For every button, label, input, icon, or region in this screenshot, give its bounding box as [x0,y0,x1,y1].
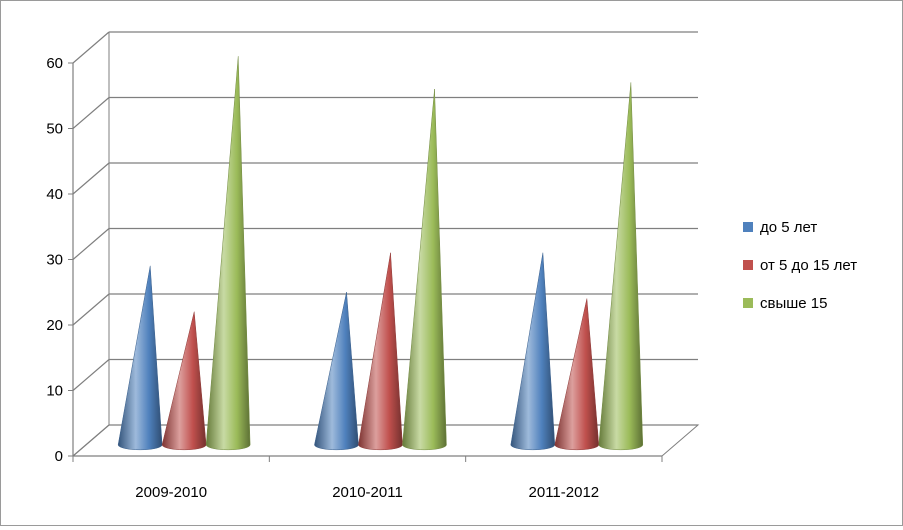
y-tick-label: 60 [46,55,63,72]
gridline-side [72,97,110,129]
cone-2-3 [554,298,600,451]
gridline-side [72,359,110,391]
cone-body [161,311,207,451]
cone-1-3 [510,252,556,451]
legend-item: от 5 до 15 лет [743,257,857,274]
y-tick-label: 10 [46,383,63,400]
cone-body [314,292,359,451]
legend-label: от 5 до 15 лет [760,257,857,274]
y-tick-label: 30 [46,252,63,269]
cone-3-2 [402,88,447,451]
x-tick-label: 2010-2011 [332,484,403,501]
y-tick-label: 0 [55,448,63,465]
x-axis-ticks: 2009-2010 2010-2011 2011-2012 [72,456,663,501]
y-tick-label: 40 [46,186,63,203]
gridline-side [72,424,110,457]
legend-swatch [743,260,753,270]
y-tick-label: 20 [46,317,63,334]
legend: до 5 лет от 5 до 15 лет свыше 15 [743,219,857,312]
legend-item: свыше 15 [743,295,827,312]
legend-label: свыше 15 [760,295,827,312]
cone-3-1 [205,56,251,451]
legend-item: до 5 лет [743,219,817,236]
y-axis-ticks: 0 10 20 30 40 50 60 [46,55,73,465]
cone-body [358,252,403,451]
cone-body [117,265,163,451]
gridline-side [72,228,110,260]
cone-body [554,298,600,451]
gridline-side [72,293,110,326]
cone-body [205,56,251,451]
legend-swatch [743,298,753,308]
cone-1-2 [314,292,359,451]
legend-swatch [743,222,753,232]
cone-body [510,252,556,451]
legend-label: до 5 лет [760,219,817,236]
x-tick-label: 2009-2010 [135,484,207,501]
cone-1-1 [117,265,163,451]
x-tick-label: 2011-2012 [529,484,600,501]
y-tick-label: 50 [46,121,63,138]
plot-area [117,56,644,451]
gridlines [72,31,698,457]
cone-2-2 [358,252,403,451]
gridline-side [72,162,110,195]
cone-body [402,88,447,451]
cone-3-3 [598,82,644,451]
gridline-side [72,31,110,64]
cone-body [598,82,644,451]
cone-2-1 [161,311,207,451]
